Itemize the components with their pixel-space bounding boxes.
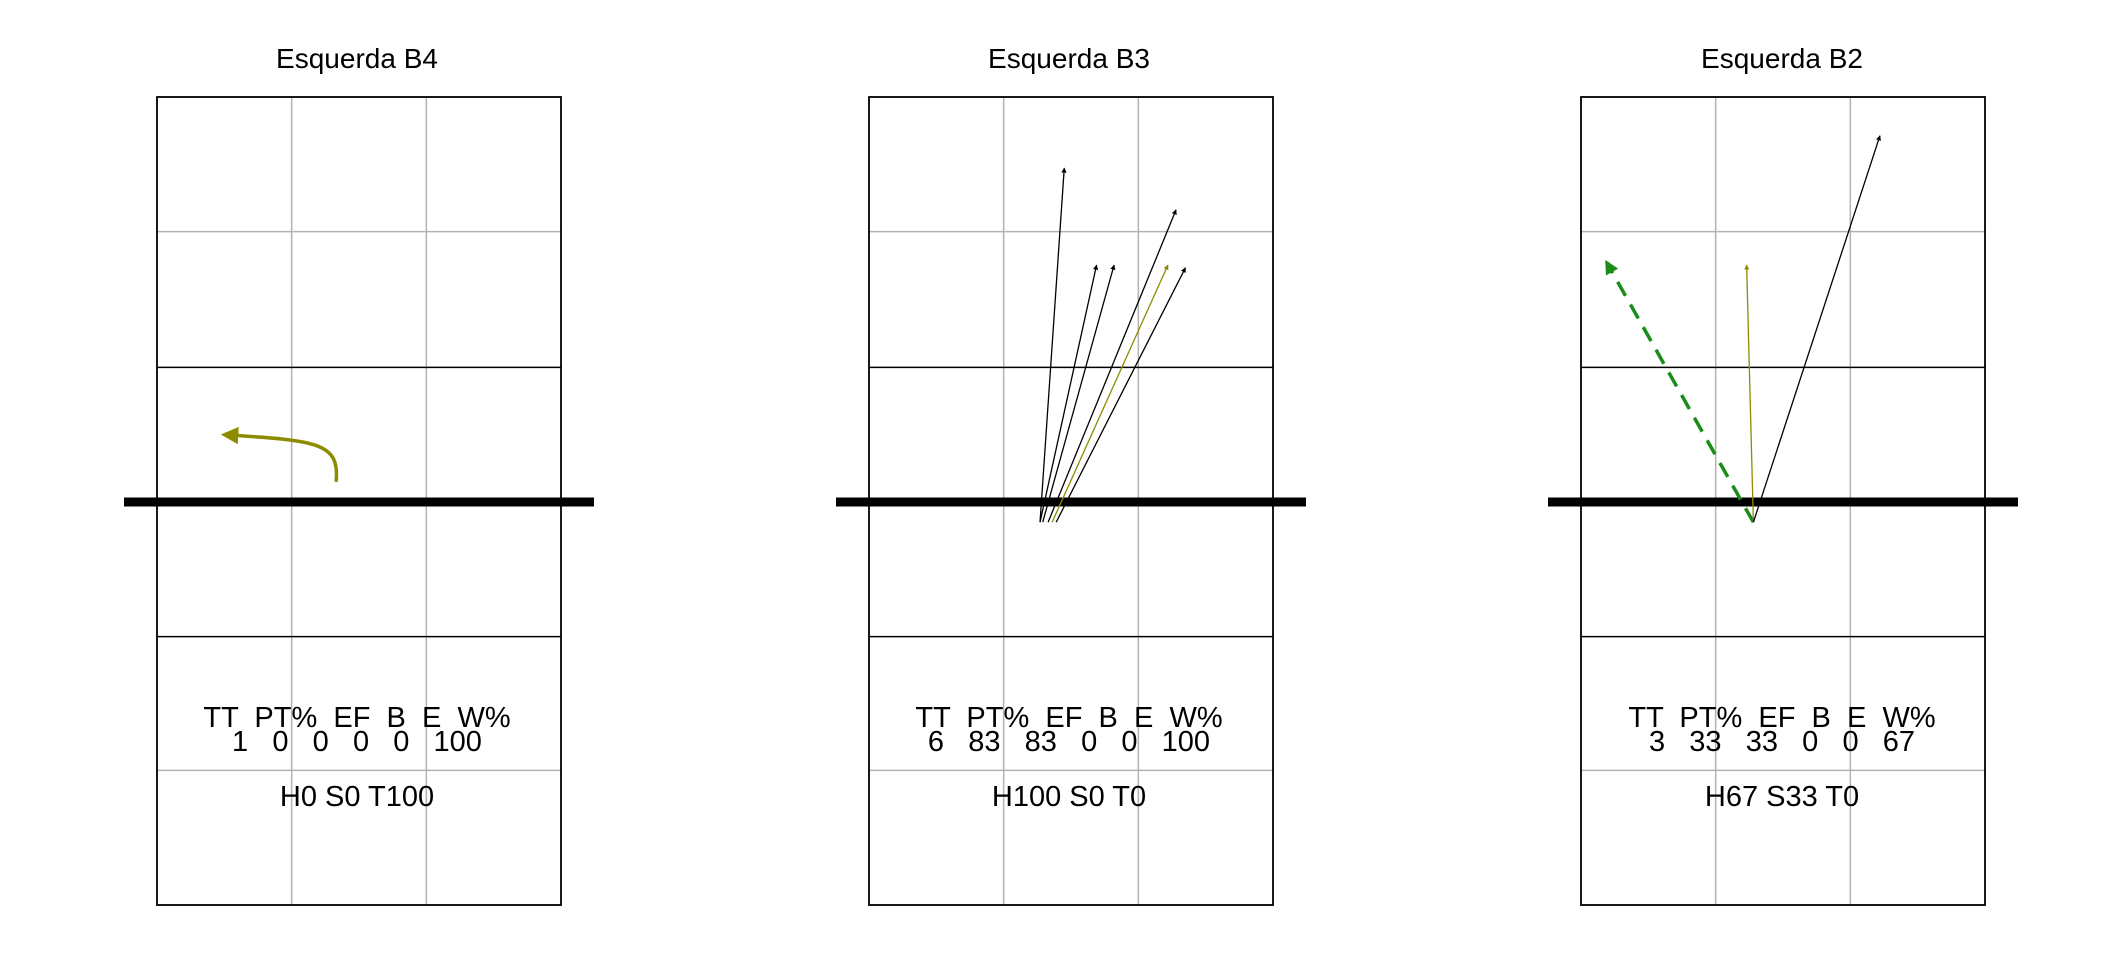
attack-arrows: [220, 426, 339, 482]
panel-title: Esquerda B2: [1701, 43, 1863, 74]
attack-arrow: [1051, 264, 1169, 523]
court-panel-b2: Esquerda B2 TT PT% EF B E W% 3 33 33 0 0…: [1548, 43, 2018, 906]
attack-arrow: [220, 426, 339, 482]
zone-distribution: H0 S0 T100: [280, 781, 434, 813]
panel-title: Esquerda B3: [988, 43, 1150, 74]
attack-arrow: [1055, 267, 1187, 523]
attack-arrows: [1605, 135, 1881, 524]
court-grid: [836, 96, 1306, 906]
zone-distribution: H100 S0 T0: [992, 781, 1146, 813]
attack-arrows: [1039, 167, 1187, 523]
stats-header: TT PT% EF B E W%: [915, 702, 1222, 734]
stats-values: 3 33 33 0 0 67: [1649, 726, 1915, 758]
zone-distribution: H67 S33 T0: [1705, 781, 1859, 813]
attack-arrow: [1047, 209, 1177, 523]
attack-arrow: [1752, 135, 1881, 523]
stats-header: TT PT% EF B E W%: [1628, 702, 1935, 734]
court-grid: [1548, 96, 2018, 906]
court-grid: [124, 96, 594, 906]
court-panel-b4: Esquerda B4 TT PT% EF B E W% 1 0 0 0 0 1…: [124, 43, 594, 906]
stats-header: TT PT% EF B E W%: [203, 702, 510, 734]
court-panel-b3: Esquerda B3 TT PT% EF B E W% 6 83 83 0 0…: [836, 43, 1306, 906]
panel-title: Esquerda B4: [276, 43, 438, 74]
attack-arrow: [1039, 167, 1067, 523]
attack-arrow: [1744, 264, 1755, 523]
attack-arrow: [1605, 259, 1755, 524]
attack-arrow: [1039, 264, 1099, 523]
stats-values: 1 0 0 0 0 100: [232, 726, 482, 758]
attack-arrow: [1042, 264, 1116, 523]
stats-values: 6 83 83 0 0 100: [928, 726, 1210, 758]
